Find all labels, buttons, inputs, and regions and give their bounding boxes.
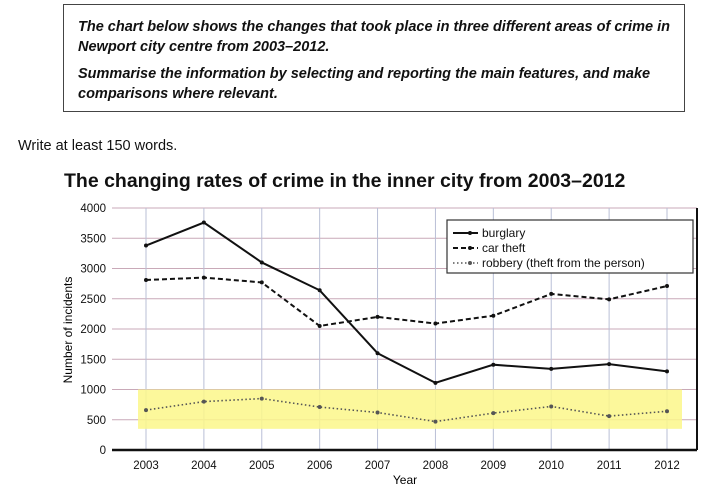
data-point [201,220,206,225]
data-point [201,275,206,280]
data-point [375,410,380,415]
legend-box [446,219,694,274]
data-point [433,321,438,326]
data-point [549,366,554,371]
legend-label: car theft [482,241,526,255]
data-point [491,313,496,318]
series-line-burglary [145,221,668,384]
data-point [549,404,554,409]
word-count-instruction: Write at least 150 words. [18,138,178,154]
x-tick-label: 2004 [191,460,217,472]
y-tick-label: 2000 [80,324,106,336]
legend-label: burglary [482,226,525,240]
x-tick-label: 2003 [133,460,159,472]
data-point [317,323,322,328]
data-point [144,408,148,413]
x-tick-label: 2009 [481,460,507,472]
legend-label: robbery (theft from the person) [482,256,645,270]
data-point [259,280,264,285]
data-point [144,277,148,282]
x-axis-label: Year [393,473,417,487]
chart-title: The changing rates of crime in the inner… [64,170,626,192]
data-point [607,414,612,419]
data-point [491,362,496,367]
x-tick-label: 2005 [249,460,275,472]
data-point [549,291,554,296]
x-tick-label: 2007 [365,460,391,472]
y-tick-label: 0 [100,445,106,457]
highlight-band [138,389,682,429]
x-tick-label: 2008 [423,460,449,472]
task-text-1: The chart below shows the changes that t… [78,19,670,55]
y-tick-label: 3500 [80,233,106,245]
y-tick-label: 1000 [80,385,106,397]
data-point [259,396,264,401]
legend-marker [468,261,472,265]
data-point [317,288,322,293]
y-tick-label: 4000 [80,203,106,215]
y-tick-label: 1500 [80,354,106,366]
data-point [491,411,496,416]
y-tick-label: 500 [87,415,106,427]
x-tick-label: 2010 [538,460,564,472]
data-point [259,260,264,265]
data-point [607,297,612,302]
data-point [317,405,322,410]
x-tick-label: 2012 [654,460,680,472]
data-point [665,409,669,414]
data-point [607,362,612,367]
legend-marker [468,231,472,235]
data-point [665,284,669,289]
y-tick-label: 2500 [80,294,106,306]
x-tick-label: 2011 [597,460,622,472]
y-tick-label: 3000 [80,264,106,276]
y-axis-label: Number of incidents [61,277,75,384]
data-point [433,380,438,385]
series-line-car [145,276,668,328]
legend-marker [468,246,472,250]
data-point [375,314,380,319]
data-point [375,351,380,356]
task-text-2: Summarise the information by selecting a… [78,66,651,102]
task-box: The chart below shows the changes that t… [63,4,685,112]
data-point [665,369,669,374]
x-tick-label: 2006 [307,460,333,472]
data-point [433,419,438,424]
data-point [201,399,206,404]
data-point [144,243,148,248]
